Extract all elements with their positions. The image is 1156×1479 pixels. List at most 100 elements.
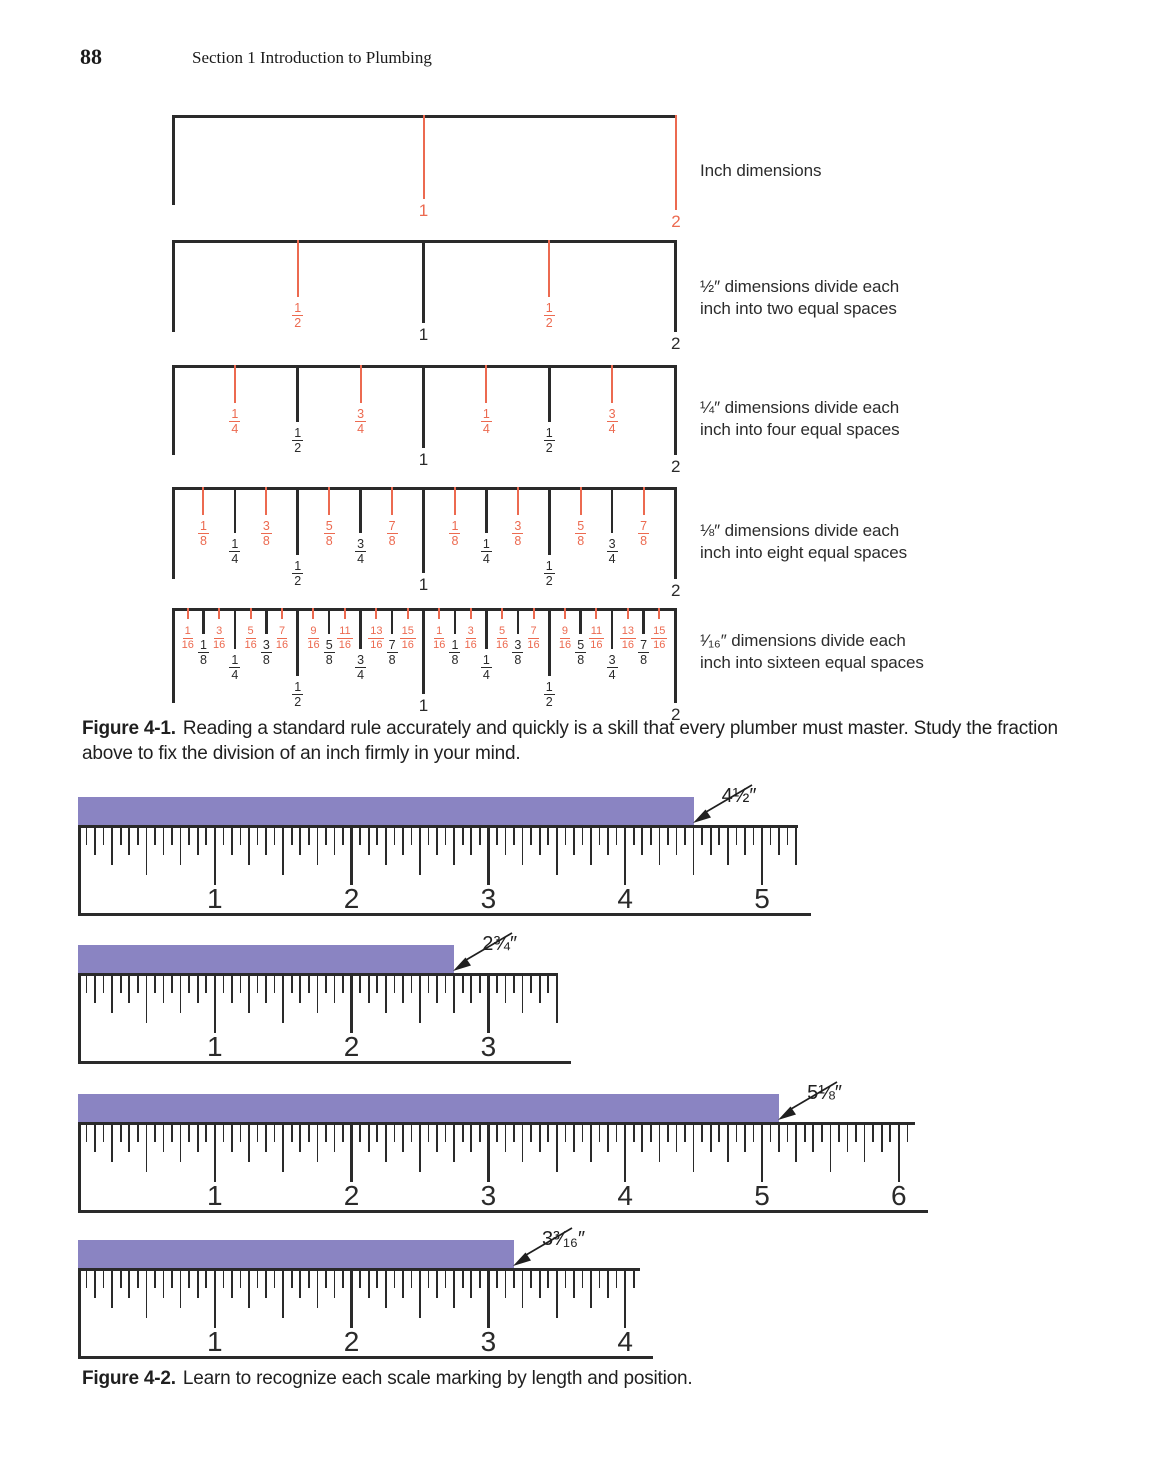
ruler-tick bbox=[137, 1271, 139, 1288]
ruler-tick bbox=[376, 1125, 379, 1142]
ruler-tick bbox=[521, 828, 524, 865]
tick-mark bbox=[595, 608, 598, 619]
inch-number: 2 bbox=[343, 1180, 360, 1211]
ruler-tick bbox=[461, 1125, 464, 1142]
ruler-tick bbox=[513, 1125, 515, 1142]
ruler-tick bbox=[538, 976, 541, 1003]
ruler-tick bbox=[795, 828, 798, 865]
tick-label: 1 bbox=[418, 575, 429, 594]
ruler-tick bbox=[290, 976, 293, 993]
ruler-tick bbox=[248, 828, 250, 865]
tick-label: 2 bbox=[670, 705, 681, 724]
tick-mark bbox=[233, 365, 236, 403]
ruler-tick bbox=[573, 1125, 575, 1152]
ruler-tick bbox=[470, 1125, 473, 1152]
ruler-tick bbox=[479, 1271, 481, 1288]
tick-mark bbox=[172, 365, 175, 455]
ruler-tick bbox=[213, 1271, 216, 1328]
ruler-tick bbox=[872, 1125, 874, 1142]
fraction-label: 7 16 bbox=[527, 625, 540, 651]
ruler-tick bbox=[487, 828, 490, 885]
inch-number: 6 bbox=[891, 1180, 907, 1211]
ruler-tick bbox=[273, 828, 276, 845]
ruler-top-edge bbox=[78, 825, 798, 828]
tick-mark bbox=[422, 115, 425, 199]
ruler-tick bbox=[273, 1271, 276, 1288]
ruler-tick bbox=[316, 1125, 319, 1162]
ruler-bottom-edge bbox=[78, 1356, 654, 1359]
tick-mark bbox=[674, 240, 677, 332]
tick-label: 13 16 bbox=[611, 621, 645, 651]
ruler-tick bbox=[555, 1125, 558, 1172]
ruler-tick bbox=[410, 1271, 413, 1288]
ruler-tick bbox=[273, 976, 276, 993]
inch-number: 4 bbox=[617, 1180, 633, 1211]
fraction-label: 5 16 bbox=[495, 625, 509, 651]
ruler-tick bbox=[290, 1271, 293, 1288]
ruler-tick bbox=[538, 1125, 541, 1152]
ruler-tick bbox=[316, 828, 319, 865]
ruler-tick bbox=[838, 1125, 840, 1142]
ruler-tick bbox=[769, 1125, 772, 1142]
figure-4-1-caption-text: Reading a standard rule accurately and q… bbox=[82, 718, 1058, 764]
tick-mark bbox=[359, 365, 362, 403]
tick-mark bbox=[249, 608, 252, 619]
inch-number: 3 bbox=[480, 1326, 497, 1357]
ruler-tick bbox=[709, 828, 712, 855]
ruler-tick bbox=[427, 1125, 430, 1142]
ruler-tick bbox=[333, 1271, 336, 1298]
tick-mark bbox=[265, 487, 268, 515]
ruler-tick bbox=[231, 828, 233, 855]
ruler-tick bbox=[308, 828, 310, 845]
ruler-tick bbox=[701, 828, 703, 845]
ruler-tick bbox=[402, 1271, 404, 1298]
inch-number: 5 bbox=[754, 883, 770, 914]
tick-mark bbox=[516, 608, 520, 634]
tick-label: 9 16 bbox=[548, 621, 582, 651]
tick-mark bbox=[674, 365, 677, 455]
ruler-tick bbox=[419, 1271, 421, 1318]
fraction-label: 7 16 bbox=[275, 625, 289, 651]
ruler-tick bbox=[641, 1125, 644, 1152]
tick-label: 13 16 bbox=[359, 621, 393, 651]
ruler-tick bbox=[744, 828, 746, 855]
ruler-tick bbox=[213, 1125, 216, 1182]
tick-mark bbox=[611, 365, 614, 403]
ruler-tick bbox=[658, 1125, 661, 1162]
ruler-tick bbox=[427, 828, 430, 845]
ruler-tick bbox=[504, 1271, 507, 1298]
ruler-tick bbox=[496, 1125, 498, 1142]
ruler-tick bbox=[248, 976, 250, 1013]
ruler-tick bbox=[231, 976, 233, 1003]
ruler-tick bbox=[760, 1125, 764, 1182]
ruler-tick bbox=[906, 1125, 909, 1142]
ruler-tick bbox=[213, 828, 216, 885]
measured-bar bbox=[78, 797, 694, 825]
ruler-tick bbox=[863, 1125, 866, 1162]
ruler-tick bbox=[650, 828, 652, 845]
ruler-tick bbox=[427, 976, 430, 993]
ruler-tick bbox=[752, 1125, 755, 1142]
tick-mark bbox=[281, 608, 284, 619]
ruler-tick bbox=[239, 1271, 242, 1288]
page-number: 88 bbox=[80, 44, 102, 69]
ruler-tick bbox=[367, 1271, 370, 1298]
ruler-tick bbox=[333, 976, 336, 1003]
